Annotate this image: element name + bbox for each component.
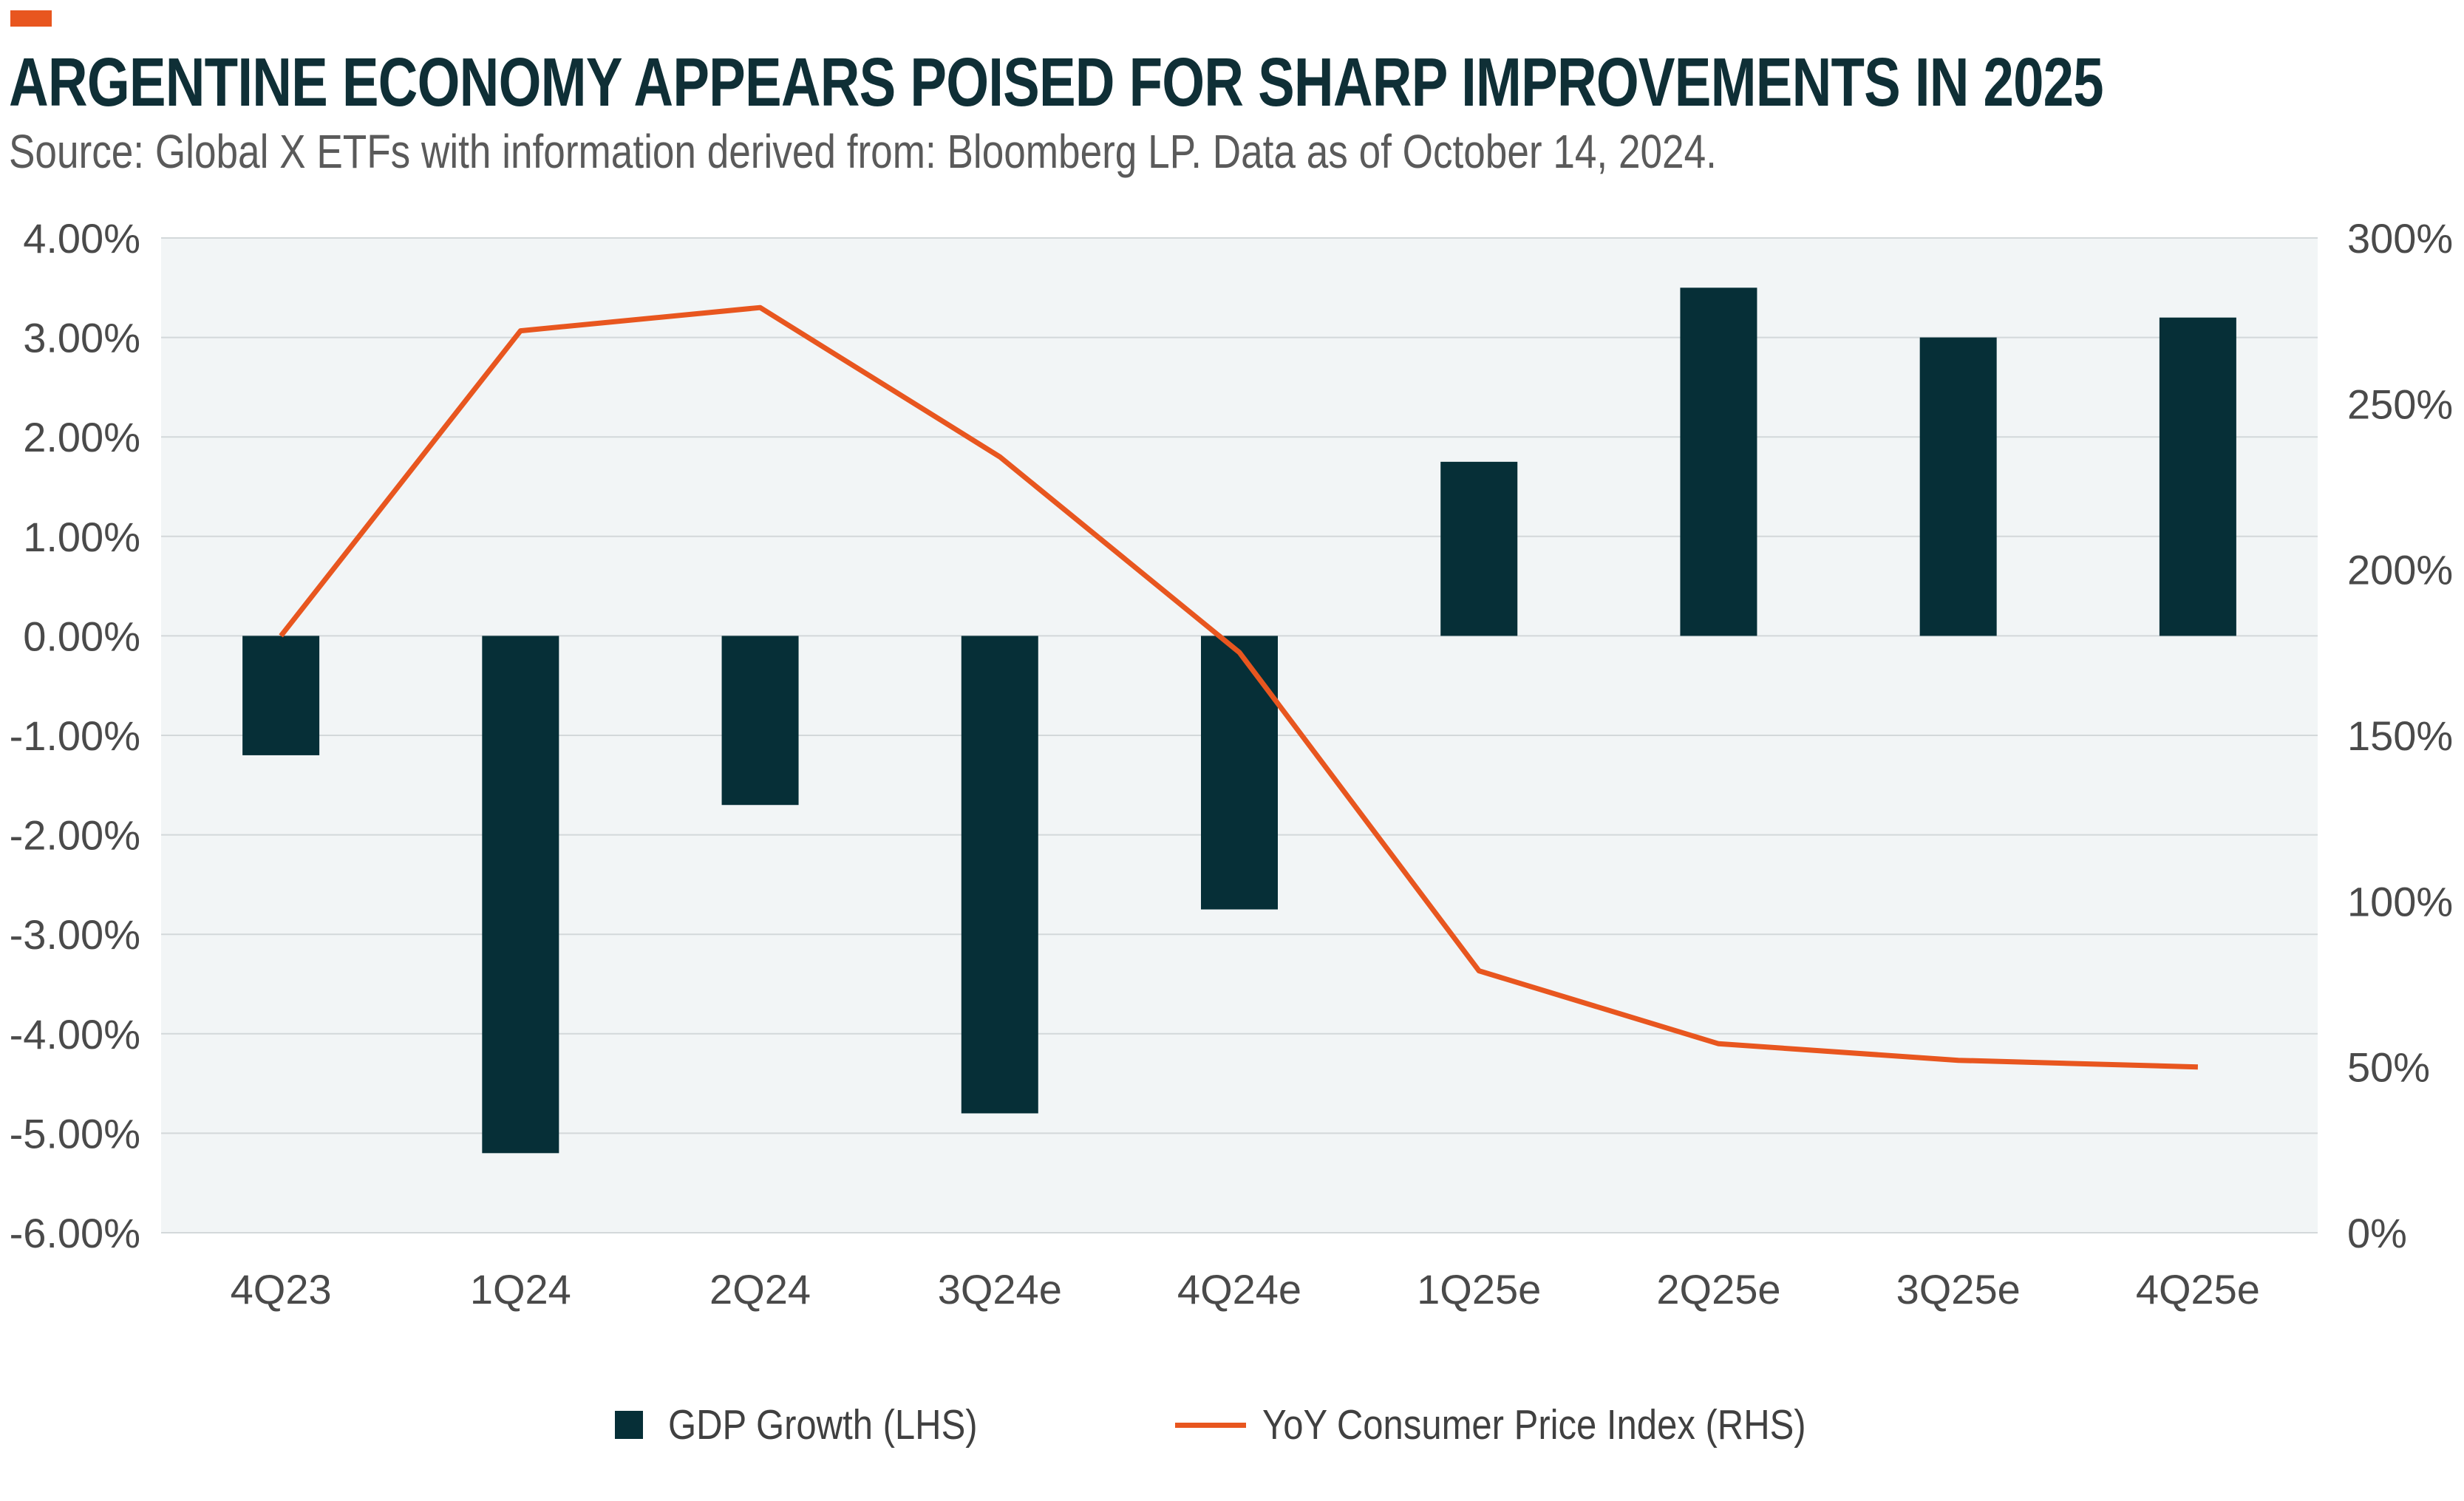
x-tick-label: 3Q25e <box>1896 1266 2021 1313</box>
gdp-bar <box>242 636 320 755</box>
x-tick-label: 3Q24e <box>938 1266 1062 1313</box>
gdp-bar <box>961 636 1038 1114</box>
cpi-line <box>279 304 2198 1070</box>
gdp-bar <box>2159 317 2236 636</box>
gdp-bar <box>482 636 559 1154</box>
legend-cpi-label: YoY Consumer Price Index (RHS) <box>1262 1401 1806 1449</box>
y-left-tick-label: 3.00% <box>23 315 140 361</box>
gdp-bar <box>1919 337 1997 636</box>
y-left-tick-label: -6.00% <box>10 1210 140 1256</box>
legend-gdp-swatch <box>615 1411 643 1439</box>
y-left-tick-label: 0.00% <box>23 613 140 659</box>
legend-cpi: YoY Consumer Price Index (RHS) <box>1175 1395 1894 1454</box>
y-right-tick-label: 100% <box>2347 878 2453 925</box>
x-tick-label: 2Q24 <box>709 1266 811 1313</box>
x-tick-label: 4Q25e <box>2136 1266 2260 1313</box>
chart-title: ARGENTINE ECONOMY APPEARS POISED FOR SHA… <box>9 44 2104 120</box>
y-left-tick-label: 4.00% <box>23 215 140 262</box>
y-right-tick-label: 300% <box>2347 215 2453 262</box>
y-left-tick-label: 1.00% <box>23 514 140 560</box>
legend-cpi-swatch <box>1175 1422 1246 1428</box>
x-tick-label: 2Q25e <box>1656 1266 1780 1313</box>
y-right-tick-label: 150% <box>2347 712 2453 759</box>
y-right-tick-label: 0% <box>2347 1210 2407 1256</box>
y-left-tick-label: -5.00% <box>10 1110 140 1157</box>
y-left-tick-label: -2.00% <box>10 812 140 859</box>
gdp-bar <box>1440 461 1518 636</box>
y-right-tick-label: 200% <box>2347 547 2453 593</box>
gdp-bar <box>721 636 799 806</box>
chart-subtitle: Source: Global X ETFs with information d… <box>9 125 1717 178</box>
x-tick-label: 4Q24e <box>1177 1266 1301 1313</box>
x-tick-label: 1Q24 <box>470 1266 571 1313</box>
gdp-bar <box>1680 287 1757 636</box>
y-left-tick-label: -3.00% <box>10 911 140 958</box>
y-left-tick-label: 2.00% <box>23 414 140 460</box>
y-left-tick-label: -4.00% <box>10 1011 140 1058</box>
x-tick-label: 1Q25e <box>1417 1266 1541 1313</box>
legend-gdp: GDP Growth (LHS) <box>615 1395 1028 1454</box>
legend-gdp-label: GDP Growth (LHS) <box>668 1401 978 1449</box>
y-left-tick-label: -1.00% <box>10 712 140 759</box>
y-right-tick-label: 50% <box>2347 1044 2430 1091</box>
y-right-tick-label: 250% <box>2347 381 2453 427</box>
gdp-bar <box>1201 636 1278 910</box>
x-tick-label: 4Q23 <box>231 1266 332 1313</box>
accent-bar <box>10 10 52 27</box>
